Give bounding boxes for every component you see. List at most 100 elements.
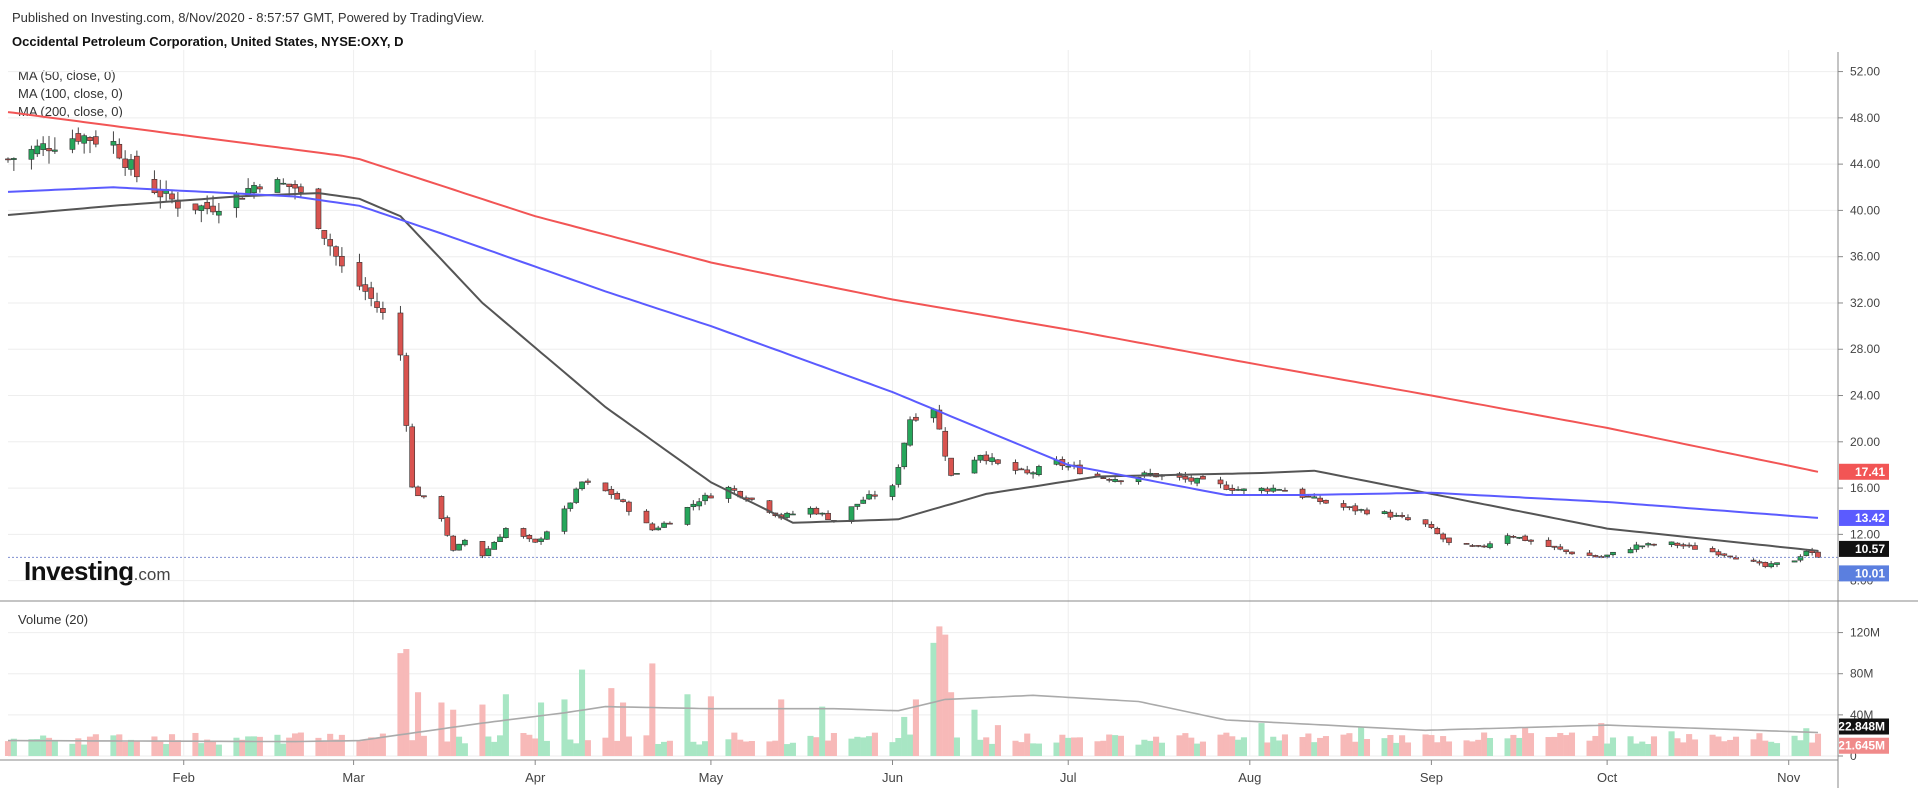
volume-bar xyxy=(567,739,574,756)
candle-body xyxy=(977,454,984,461)
volume-bar xyxy=(1240,737,1247,756)
candle-body xyxy=(257,186,263,190)
candle-body xyxy=(626,501,632,512)
volume-bar xyxy=(825,740,832,756)
candle-body xyxy=(1030,472,1036,475)
candle-body xyxy=(1510,536,1517,538)
candle-body xyxy=(380,308,386,313)
candle-body xyxy=(333,246,339,257)
price-tick-label: 36.00 xyxy=(1850,250,1880,264)
time-tick-label: Feb xyxy=(173,770,195,785)
volume-bar xyxy=(1440,736,1447,756)
candle-body xyxy=(561,508,568,532)
candle-body xyxy=(532,538,539,543)
candle-body xyxy=(198,205,205,211)
candle-body xyxy=(1229,487,1236,491)
candle-body xyxy=(315,188,322,229)
candle-body xyxy=(1522,535,1528,541)
candle-body xyxy=(895,467,902,485)
candle-body xyxy=(901,442,908,468)
candle-body xyxy=(134,155,140,178)
volume-bar xyxy=(168,734,176,756)
candle-body xyxy=(1428,524,1435,528)
candle-body xyxy=(1217,479,1224,485)
candle-body xyxy=(1791,560,1798,563)
price-tick-label: 28.00 xyxy=(1850,342,1880,356)
volume-bar xyxy=(1650,736,1658,756)
volume-bar xyxy=(1639,741,1646,756)
candle-body xyxy=(1692,545,1698,550)
candle-body xyxy=(1469,545,1476,547)
candle-body xyxy=(1762,561,1769,567)
volume-bar xyxy=(702,741,709,756)
legend-ma200[interactable]: MA (200, close, 0) xyxy=(18,104,123,119)
moving-average-lines xyxy=(7,111,1838,743)
candle-body xyxy=(1311,496,1318,499)
volume-bar xyxy=(579,669,586,756)
volume-bar xyxy=(1645,744,1652,756)
candle-body xyxy=(1422,519,1429,525)
ma50-line xyxy=(7,192,1819,552)
volume-bar xyxy=(1322,736,1330,756)
candle-body xyxy=(1645,543,1651,546)
candle-body xyxy=(661,522,667,528)
volume-bar xyxy=(1809,742,1816,756)
ma100-badge-bg xyxy=(1839,509,1889,526)
volume-bar xyxy=(1434,742,1441,756)
candle-body xyxy=(954,473,960,475)
candle-body xyxy=(825,512,831,521)
candle-body xyxy=(1340,503,1347,508)
volume-bar xyxy=(1317,737,1324,756)
volume-bar xyxy=(1475,739,1482,756)
candle-body xyxy=(819,512,826,515)
volume-bar xyxy=(1305,733,1312,756)
volume-bar xyxy=(520,733,527,756)
candle-body xyxy=(204,202,211,210)
candle-body xyxy=(567,502,574,509)
candle-body xyxy=(784,512,790,518)
volume-bar xyxy=(373,737,381,756)
candle-body xyxy=(983,454,990,462)
candle-body xyxy=(1481,545,1487,548)
volume-bar xyxy=(1691,739,1699,756)
volume-bar xyxy=(40,735,47,756)
volume-bar xyxy=(661,741,668,756)
volume-badge: 21.645M xyxy=(1838,739,1885,753)
volume-bar xyxy=(1545,737,1552,756)
volume-bar xyxy=(1106,734,1113,756)
legend-ma100[interactable]: MA (100, close, 0) xyxy=(18,86,123,101)
volume-bar xyxy=(1094,741,1101,756)
candle-body xyxy=(655,527,662,531)
volume-bar xyxy=(1674,738,1681,756)
volume-bar xyxy=(1568,732,1576,756)
volume-bar xyxy=(1609,737,1617,756)
ma50-badge-bg xyxy=(1839,540,1889,557)
candle-body xyxy=(907,419,913,446)
volume-bar xyxy=(602,737,609,756)
volume-bar xyxy=(537,702,545,756)
candlesticks xyxy=(5,127,1821,569)
ma50-badge: 10.57 xyxy=(1855,542,1885,556)
candle-body xyxy=(116,143,123,159)
volume-bar xyxy=(707,696,714,756)
volume-bar xyxy=(256,736,263,756)
volume-bar xyxy=(620,702,627,756)
candle-body xyxy=(1721,553,1728,556)
candle-body xyxy=(286,183,293,187)
volume-bar xyxy=(1235,739,1242,756)
volume-bar xyxy=(1586,740,1593,756)
volume-bar xyxy=(543,740,550,756)
candle-body xyxy=(1528,539,1534,542)
volume-bar xyxy=(1176,735,1183,756)
candle-body xyxy=(1387,511,1394,518)
volume-bar xyxy=(157,741,164,756)
volume-bar xyxy=(192,732,199,756)
candle-body xyxy=(327,239,334,247)
time-tick-label: Oct xyxy=(1597,770,1618,785)
candle-body xyxy=(1200,476,1206,480)
volume-legend[interactable]: Volume (20) xyxy=(18,612,89,627)
volume-bar xyxy=(1381,738,1388,756)
volume-bar xyxy=(133,741,140,756)
candle-body xyxy=(696,501,703,507)
